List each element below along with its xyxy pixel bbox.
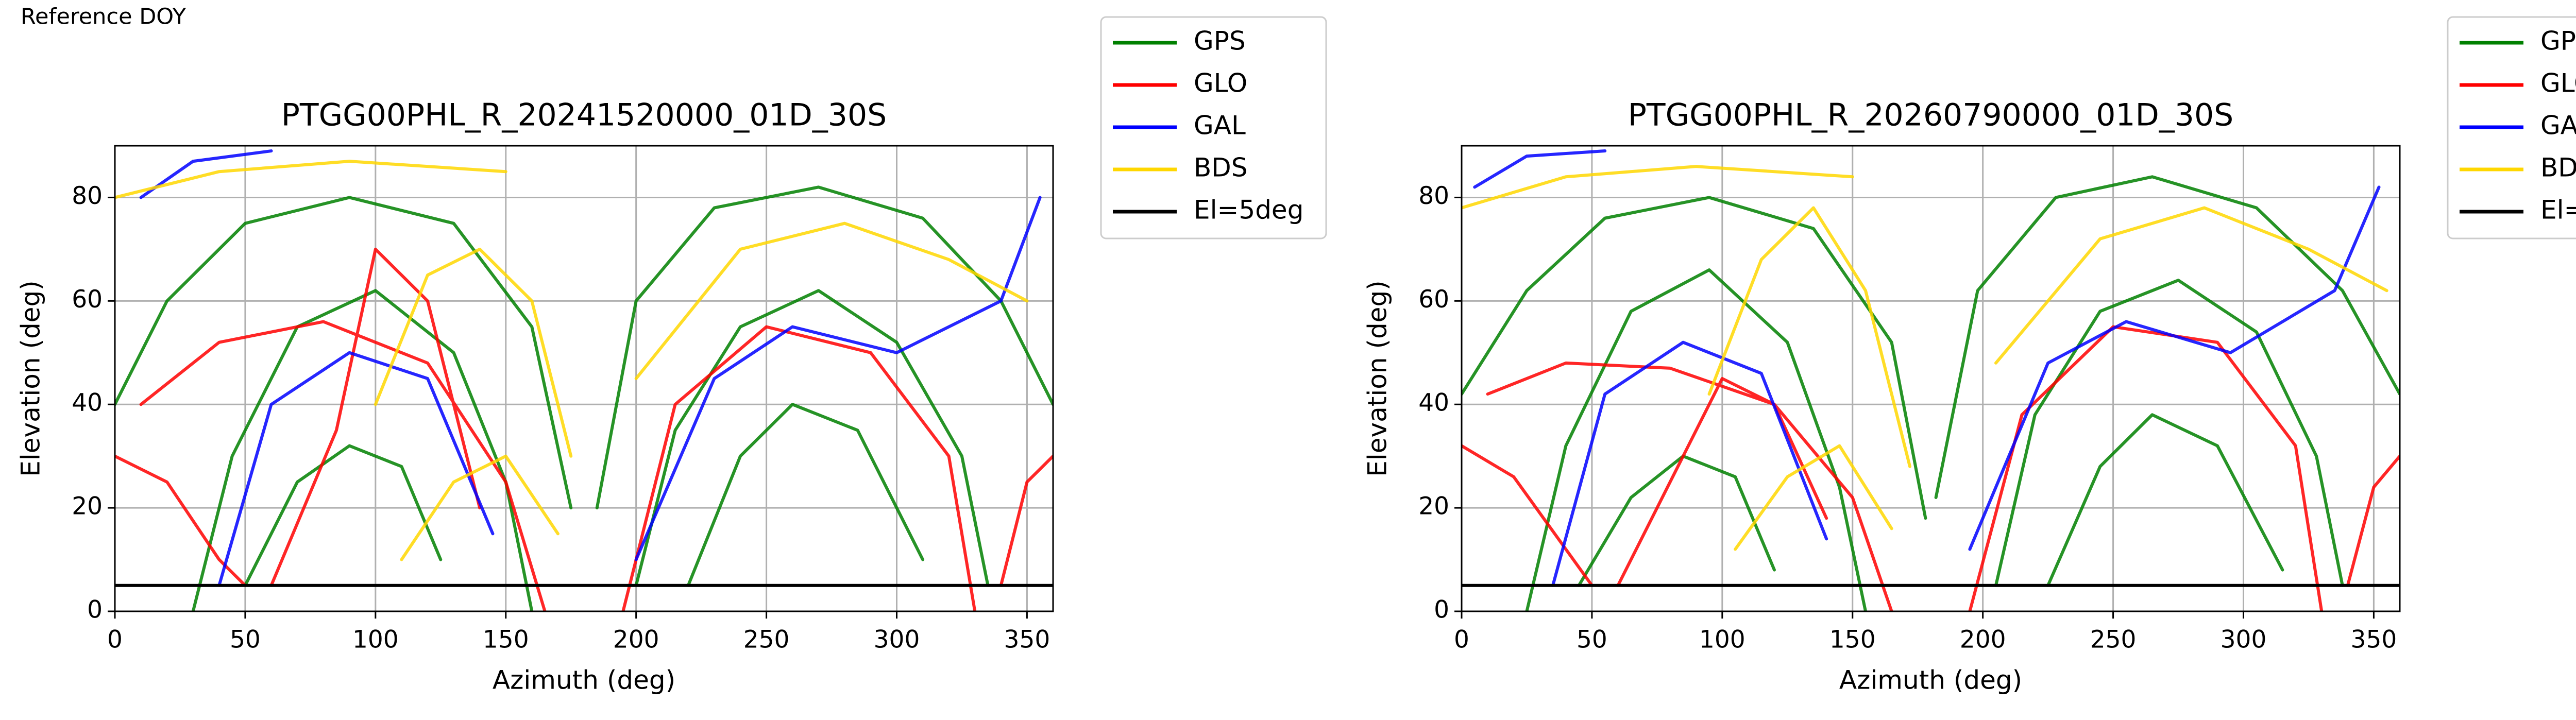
track — [115, 185, 1053, 611]
legend-label: GLO — [2540, 68, 2576, 98]
x-tick-label: 100 — [1699, 626, 1745, 654]
track — [1462, 165, 2388, 551]
x-tick-label: 0 — [107, 626, 123, 654]
legend-label: GPS — [2540, 26, 2576, 56]
y-axis-label: Elevation (deg) — [1363, 280, 1393, 476]
chart-title: PTGG00PHL_R_20241520000_01D_30S — [281, 97, 887, 133]
legend-label: GLO — [1194, 68, 1247, 98]
y-tick-label: 60 — [72, 285, 103, 314]
x-tick-label: 50 — [230, 626, 261, 654]
x-tick-label: 150 — [483, 626, 529, 654]
legend-label: GAL — [2540, 111, 2576, 141]
x-tick-label: 0 — [1454, 626, 1469, 654]
x-tick-label: 150 — [1829, 626, 1876, 654]
axes-frame — [114, 145, 1054, 612]
plot-area — [1462, 149, 2400, 611]
legend-label: El=5deg — [1194, 195, 1303, 225]
y-tick-label: 40 — [72, 389, 103, 417]
x-tick-label: 50 — [1577, 626, 1607, 654]
y-tick-label: 40 — [1418, 389, 1449, 417]
x-axis-label: Azimuth (deg) — [1839, 665, 2022, 695]
legend-label: El=5deg — [2540, 195, 2576, 225]
x-tick-label: 300 — [2221, 626, 2267, 654]
y-tick-label: 80 — [1418, 182, 1449, 210]
plot-area — [115, 149, 1053, 611]
figure-title: Reference DOY — [21, 4, 187, 30]
y-tick-label: 60 — [1418, 285, 1449, 314]
y-tick-label: 20 — [72, 492, 103, 521]
y-tick-label: 20 — [1418, 492, 1449, 521]
x-tick-label: 350 — [2351, 626, 2397, 654]
chart-title: PTGG00PHL_R_20260790000_01D_30S — [1628, 97, 2233, 133]
y-tick-label: 0 — [1434, 596, 1449, 624]
legend-label: GPS — [1194, 26, 1246, 56]
x-tick-label: 250 — [743, 626, 790, 654]
track — [1462, 175, 2400, 611]
legend-label: BDS — [2540, 153, 2576, 183]
legend-label: GAL — [1194, 111, 1246, 141]
x-tick-label: 200 — [613, 626, 659, 654]
y-tick-label: 0 — [87, 596, 103, 624]
x-axis-label: Azimuth (deg) — [493, 665, 675, 695]
x-tick-label: 350 — [1004, 626, 1050, 654]
track — [115, 160, 1029, 561]
x-tick-label: 200 — [1960, 626, 2006, 654]
y-axis-label: Elevation (deg) — [16, 280, 46, 476]
legend-box — [1100, 16, 1327, 239]
x-tick-label: 100 — [352, 626, 399, 654]
track — [115, 247, 1053, 611]
legend-label: BDS — [1194, 153, 1248, 183]
axes-frame — [1461, 145, 2401, 612]
track — [1473, 149, 2381, 587]
x-tick-label: 250 — [2090, 626, 2137, 654]
x-tick-label: 300 — [874, 626, 920, 654]
y-tick-label: 80 — [72, 182, 103, 210]
